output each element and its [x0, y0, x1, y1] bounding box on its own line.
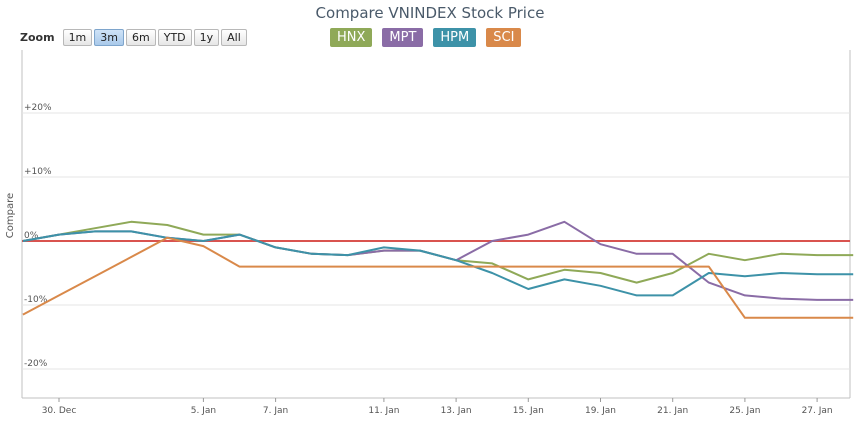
x-tick-label-5: 15. Jan: [513, 406, 544, 416]
x-tick-label-3: 11. Jan: [368, 406, 399, 416]
chart-title: Compare VNINDEX Stock Price: [315, 4, 545, 22]
x-tick-label-1: 5. Jan: [191, 406, 216, 416]
legend-item-sci[interactable]: SCI: [486, 28, 522, 47]
y-tick-label-3: -10%: [24, 295, 48, 305]
series-line-sci: [22, 236, 854, 319]
x-tick-label-4: 13. Jan: [441, 406, 472, 416]
x-tick-label-6: 19. Jan: [585, 406, 616, 416]
legend: HNX MPT HPM SCI: [330, 28, 522, 47]
x-tick-label-7: 21. Jan: [657, 406, 688, 416]
zoom-3m-button[interactable]: 3m: [94, 29, 124, 46]
x-tick-label-0: 30. Dec: [42, 406, 77, 416]
zoom-all-button[interactable]: All: [221, 29, 247, 46]
zoom-bar: Zoom 1m 3m 6m YTD 1y All: [20, 29, 247, 46]
series-line-hnx: [22, 220, 854, 284]
y-tick-label-2: 0%: [24, 231, 39, 241]
zoom-label: Zoom: [20, 31, 55, 44]
zoom-ytd-button[interactable]: YTD: [157, 29, 192, 46]
legend-item-mpt[interactable]: MPT: [382, 28, 424, 47]
y-tick-label-0: +20%: [24, 103, 52, 113]
y-tick-label-4: -20%: [24, 359, 48, 369]
legend-item-hpm[interactable]: HPM: [433, 28, 477, 47]
x-tick-label-9: 27. Jan: [802, 406, 833, 416]
legend-item-hnx[interactable]: HNX: [330, 28, 373, 47]
zoom-1m-button[interactable]: 1m: [62, 29, 93, 46]
x-tick-label-2: 7. Jan: [263, 406, 288, 416]
zoom-6m-button[interactable]: 6m: [126, 29, 156, 46]
y-tick-label-1: +10%: [24, 167, 52, 177]
x-tick-label-8: 25. Jan: [729, 406, 760, 416]
zoom-1y-button[interactable]: 1y: [193, 29, 220, 46]
